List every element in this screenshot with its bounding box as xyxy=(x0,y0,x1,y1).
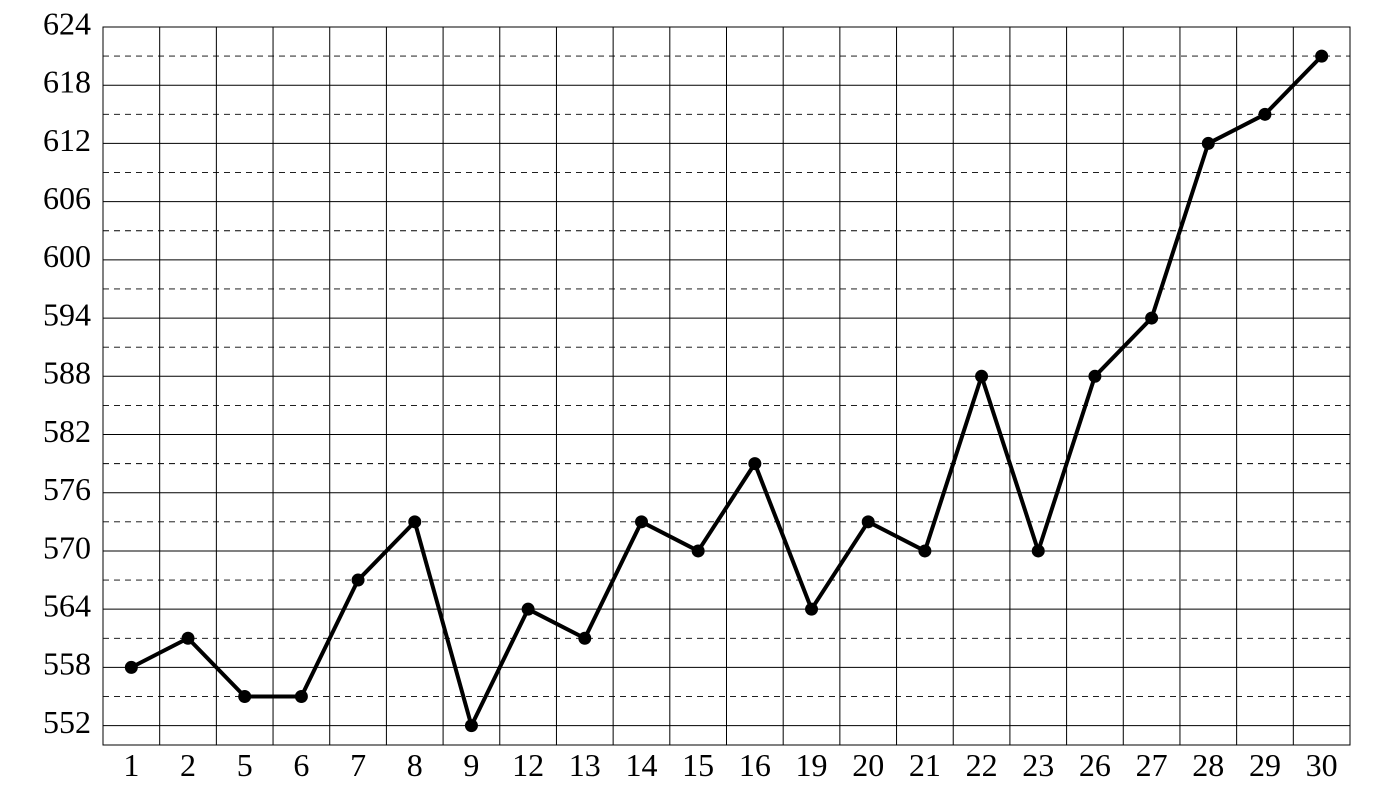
x-tick-label: 8 xyxy=(407,747,423,783)
data-point xyxy=(522,603,535,616)
data-point xyxy=(1258,108,1271,121)
y-tick-label: 618 xyxy=(43,64,91,100)
chart-svg: 5525585645705765825885946006066126186241… xyxy=(0,0,1382,806)
x-tick-label: 27 xyxy=(1136,747,1168,783)
x-tick-label: 2 xyxy=(180,747,196,783)
data-point xyxy=(748,457,761,470)
data-point xyxy=(182,632,195,645)
y-tick-label: 582 xyxy=(43,413,91,449)
data-point xyxy=(238,690,251,703)
y-tick-label: 606 xyxy=(43,180,91,216)
x-tick-label: 28 xyxy=(1192,747,1224,783)
data-point xyxy=(635,515,648,528)
y-tick-label: 576 xyxy=(43,471,91,507)
data-point xyxy=(975,370,988,383)
x-tick-label: 12 xyxy=(512,747,544,783)
data-point xyxy=(918,544,931,557)
x-tick-label: 7 xyxy=(350,747,366,783)
data-point xyxy=(805,603,818,616)
x-tick-label: 30 xyxy=(1306,747,1338,783)
data-point xyxy=(408,515,421,528)
x-tick-label: 6 xyxy=(293,747,309,783)
x-tick-label: 5 xyxy=(237,747,253,783)
x-tick-label: 23 xyxy=(1022,747,1054,783)
x-tick-label: 14 xyxy=(625,747,657,783)
line-chart: 5525585645705765825885946006066126186241… xyxy=(0,0,1382,806)
y-tick-label: 558 xyxy=(43,646,91,682)
x-tick-label: 1 xyxy=(123,747,139,783)
y-tick-label: 600 xyxy=(43,238,91,274)
data-point xyxy=(692,544,705,557)
data-point xyxy=(1202,137,1215,150)
x-tick-label: 15 xyxy=(682,747,714,783)
x-tick-label: 16 xyxy=(739,747,771,783)
x-tick-label: 19 xyxy=(796,747,828,783)
x-tick-label: 13 xyxy=(569,747,601,783)
data-point xyxy=(1315,50,1328,63)
y-tick-label: 624 xyxy=(43,5,91,41)
data-point xyxy=(1032,544,1045,557)
x-tick-label: 20 xyxy=(852,747,884,783)
x-tick-label: 9 xyxy=(463,747,479,783)
data-point xyxy=(1145,312,1158,325)
data-point xyxy=(352,574,365,587)
data-point xyxy=(1088,370,1101,383)
x-tick-label: 26 xyxy=(1079,747,1111,783)
x-tick-label: 29 xyxy=(1249,747,1281,783)
data-point xyxy=(295,690,308,703)
y-tick-label: 564 xyxy=(43,588,91,624)
x-tick-label: 22 xyxy=(966,747,998,783)
y-tick-label: 594 xyxy=(43,296,91,332)
y-tick-label: 612 xyxy=(43,122,91,158)
y-tick-label: 588 xyxy=(43,355,91,391)
x-tick-label: 21 xyxy=(909,747,941,783)
y-tick-label: 552 xyxy=(43,704,91,740)
data-point xyxy=(125,661,138,674)
data-point xyxy=(465,719,478,732)
data-point xyxy=(578,632,591,645)
data-point xyxy=(862,515,875,528)
y-tick-label: 570 xyxy=(43,529,91,565)
